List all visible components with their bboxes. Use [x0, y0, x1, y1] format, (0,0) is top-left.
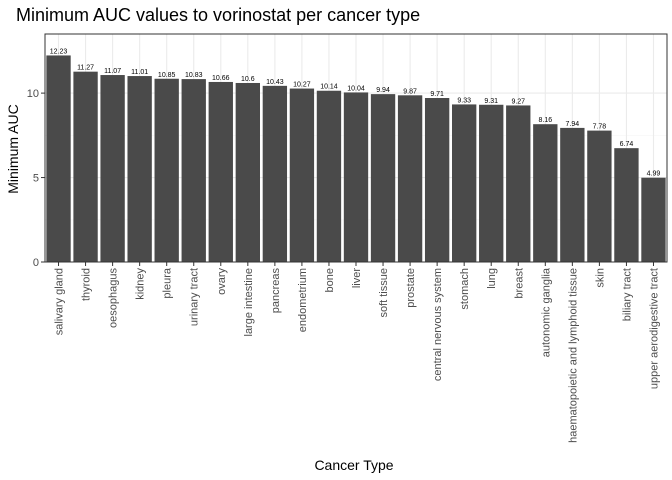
bar-value-label: 11.01 [131, 69, 148, 76]
x-tick-label: thyroid [81, 268, 93, 301]
x-tick-label: liver [351, 268, 363, 289]
bar [452, 104, 477, 262]
x-tick-label: breast [513, 268, 525, 299]
x-tick-label: pancreas [270, 268, 282, 314]
bar [73, 71, 98, 262]
bar [235, 82, 260, 262]
bar [641, 177, 666, 262]
x-tick-label: prostate [405, 268, 417, 308]
chart-title: Minimum AUC values to vorinostat per can… [16, 5, 420, 25]
bar-value-label: 10.43 [266, 79, 284, 86]
x-tick-label: endometrium [297, 268, 309, 332]
bar-value-label: 10.83 [185, 72, 203, 79]
bar [262, 85, 288, 262]
data-labels: 12.23 11.27 11.07 11.01 10.85 10.83 10.66 10.6 1… [50, 48, 661, 177]
bar-value-label: 8.16 [538, 117, 552, 124]
x-tick-label: large intestine [243, 268, 255, 337]
bar [154, 78, 179, 262]
bar-value-label: 7.94 [566, 121, 580, 128]
bar-value-label: 4.99 [647, 171, 661, 178]
bar-value-label: 10.14 [320, 84, 338, 91]
bar-value-label: 10.66 [212, 75, 230, 82]
x-tick-label: bone [324, 268, 336, 292]
bar [424, 98, 450, 263]
x-tick-label: oesophagus [108, 268, 120, 328]
x-tick-label: autonomic ganglia [540, 267, 552, 357]
bar-value-label: 10.85 [158, 72, 176, 79]
bar-value-label: 10.04 [347, 85, 365, 92]
bar [208, 81, 233, 262]
bar-value-label: 7.78 [593, 124, 607, 131]
x-tick-label: upper aerodigestive tract [648, 268, 660, 389]
x-tick-label: urinary tract [189, 268, 201, 326]
bar [533, 124, 558, 262]
y-tick-label: 10 [27, 88, 39, 100]
bar-value-label: 9.27 [511, 98, 525, 105]
bar-value-label: 10.27 [293, 82, 311, 89]
x-axis: salivary gland thyroid oesophagus kidney ple… [54, 262, 660, 443]
bar [316, 90, 342, 262]
bar [100, 75, 125, 262]
x-tick-label: kidney [135, 268, 147, 300]
bar-value-label: 11.27 [77, 65, 94, 72]
bar-value-label: 9.31 [484, 98, 498, 105]
bar [506, 105, 531, 262]
y-axis: 0 5 10 [27, 88, 45, 269]
bar-value-label: 9.94 [376, 87, 390, 94]
bar [587, 130, 612, 262]
bar [289, 88, 315, 262]
bar [343, 92, 369, 263]
x-tick-label: skin [594, 268, 606, 288]
bar [370, 94, 396, 262]
bar-value-label: 6.74 [620, 141, 634, 148]
x-tick-label: stomach [459, 268, 471, 310]
bar-value-label: 10.6 [241, 76, 255, 83]
x-tick-label: central nervous system [432, 268, 444, 381]
bar-value-label: 11.07 [104, 68, 121, 75]
bar-value-label: 9.33 [457, 97, 471, 104]
bar [614, 148, 639, 262]
x-axis-title: Cancer Type [314, 457, 393, 473]
y-tick-label: 0 [33, 257, 39, 269]
bar [181, 79, 206, 263]
bar [479, 104, 504, 263]
bar-value-label: 9.71 [430, 91, 444, 98]
bar [127, 76, 152, 262]
x-tick-label: biliary tract [621, 268, 633, 321]
bar-value-label: 9.87 [403, 88, 417, 95]
x-tick-label: lung [486, 268, 498, 289]
x-tick-label: haematopoietic and lymphoid tissue [567, 268, 579, 443]
bar [560, 127, 585, 262]
x-tick-label: salivary gland [54, 268, 66, 335]
y-axis-title: Minimum AUC [5, 104, 21, 193]
bars [46, 55, 666, 263]
bar-value-label: 12.23 [50, 48, 68, 55]
x-tick-label: pleura [162, 267, 174, 298]
y-tick-label: 5 [33, 173, 39, 185]
x-tick-label: ovary [216, 268, 228, 295]
x-tick-label: soft tissue [378, 268, 390, 318]
bar [397, 95, 423, 262]
bar [46, 55, 71, 263]
